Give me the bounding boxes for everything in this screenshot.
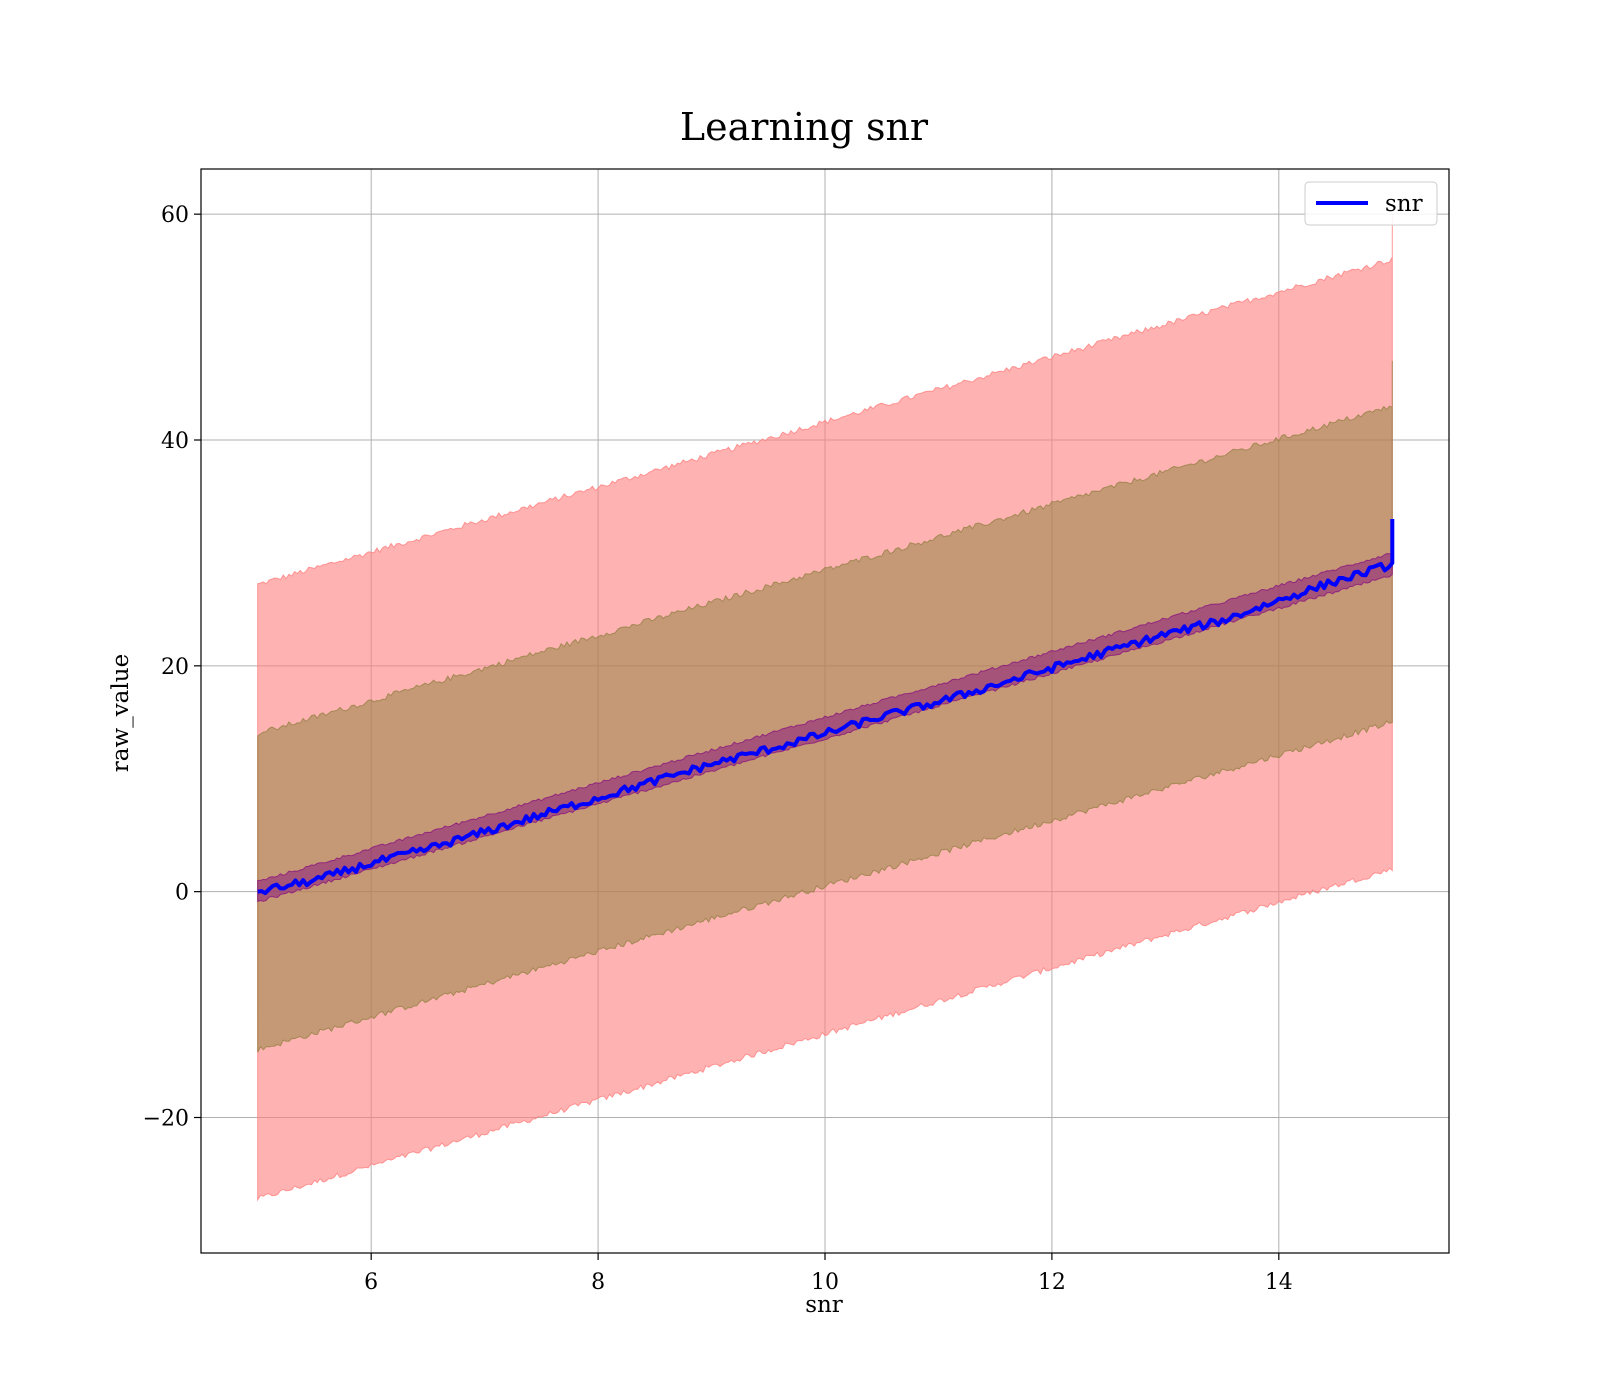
series-line-0 (257, 519, 1395, 896)
plot-area: 6 8 10 12 14 −20 0 20 40 60 snr (143, 168, 1450, 1295)
x-axis-label: snr (805, 1292, 843, 1318)
x-tick-label-4: 14 (1265, 1270, 1293, 1295)
y-axis-label: raw_value (108, 654, 134, 772)
y-tick-label-0: −20 (143, 1107, 189, 1132)
legend-box (1304, 181, 1438, 226)
legend-label-snr: snr (1385, 191, 1423, 217)
y-tick-label-4: 60 (161, 203, 189, 228)
y-tick-label-3: 40 (161, 429, 189, 454)
y-tick-label-1: 0 (175, 881, 189, 906)
chart-title: Learning snr (680, 105, 929, 149)
x-tick-label-0: 6 (364, 1270, 378, 1295)
y-tick-label-2: 20 (161, 655, 189, 680)
legend: snr (1304, 181, 1438, 226)
x-tick-label-1: 8 (591, 1270, 605, 1295)
x-tick-label-3: 12 (1038, 1270, 1066, 1295)
x-tick-label-2: 10 (811, 1270, 839, 1295)
